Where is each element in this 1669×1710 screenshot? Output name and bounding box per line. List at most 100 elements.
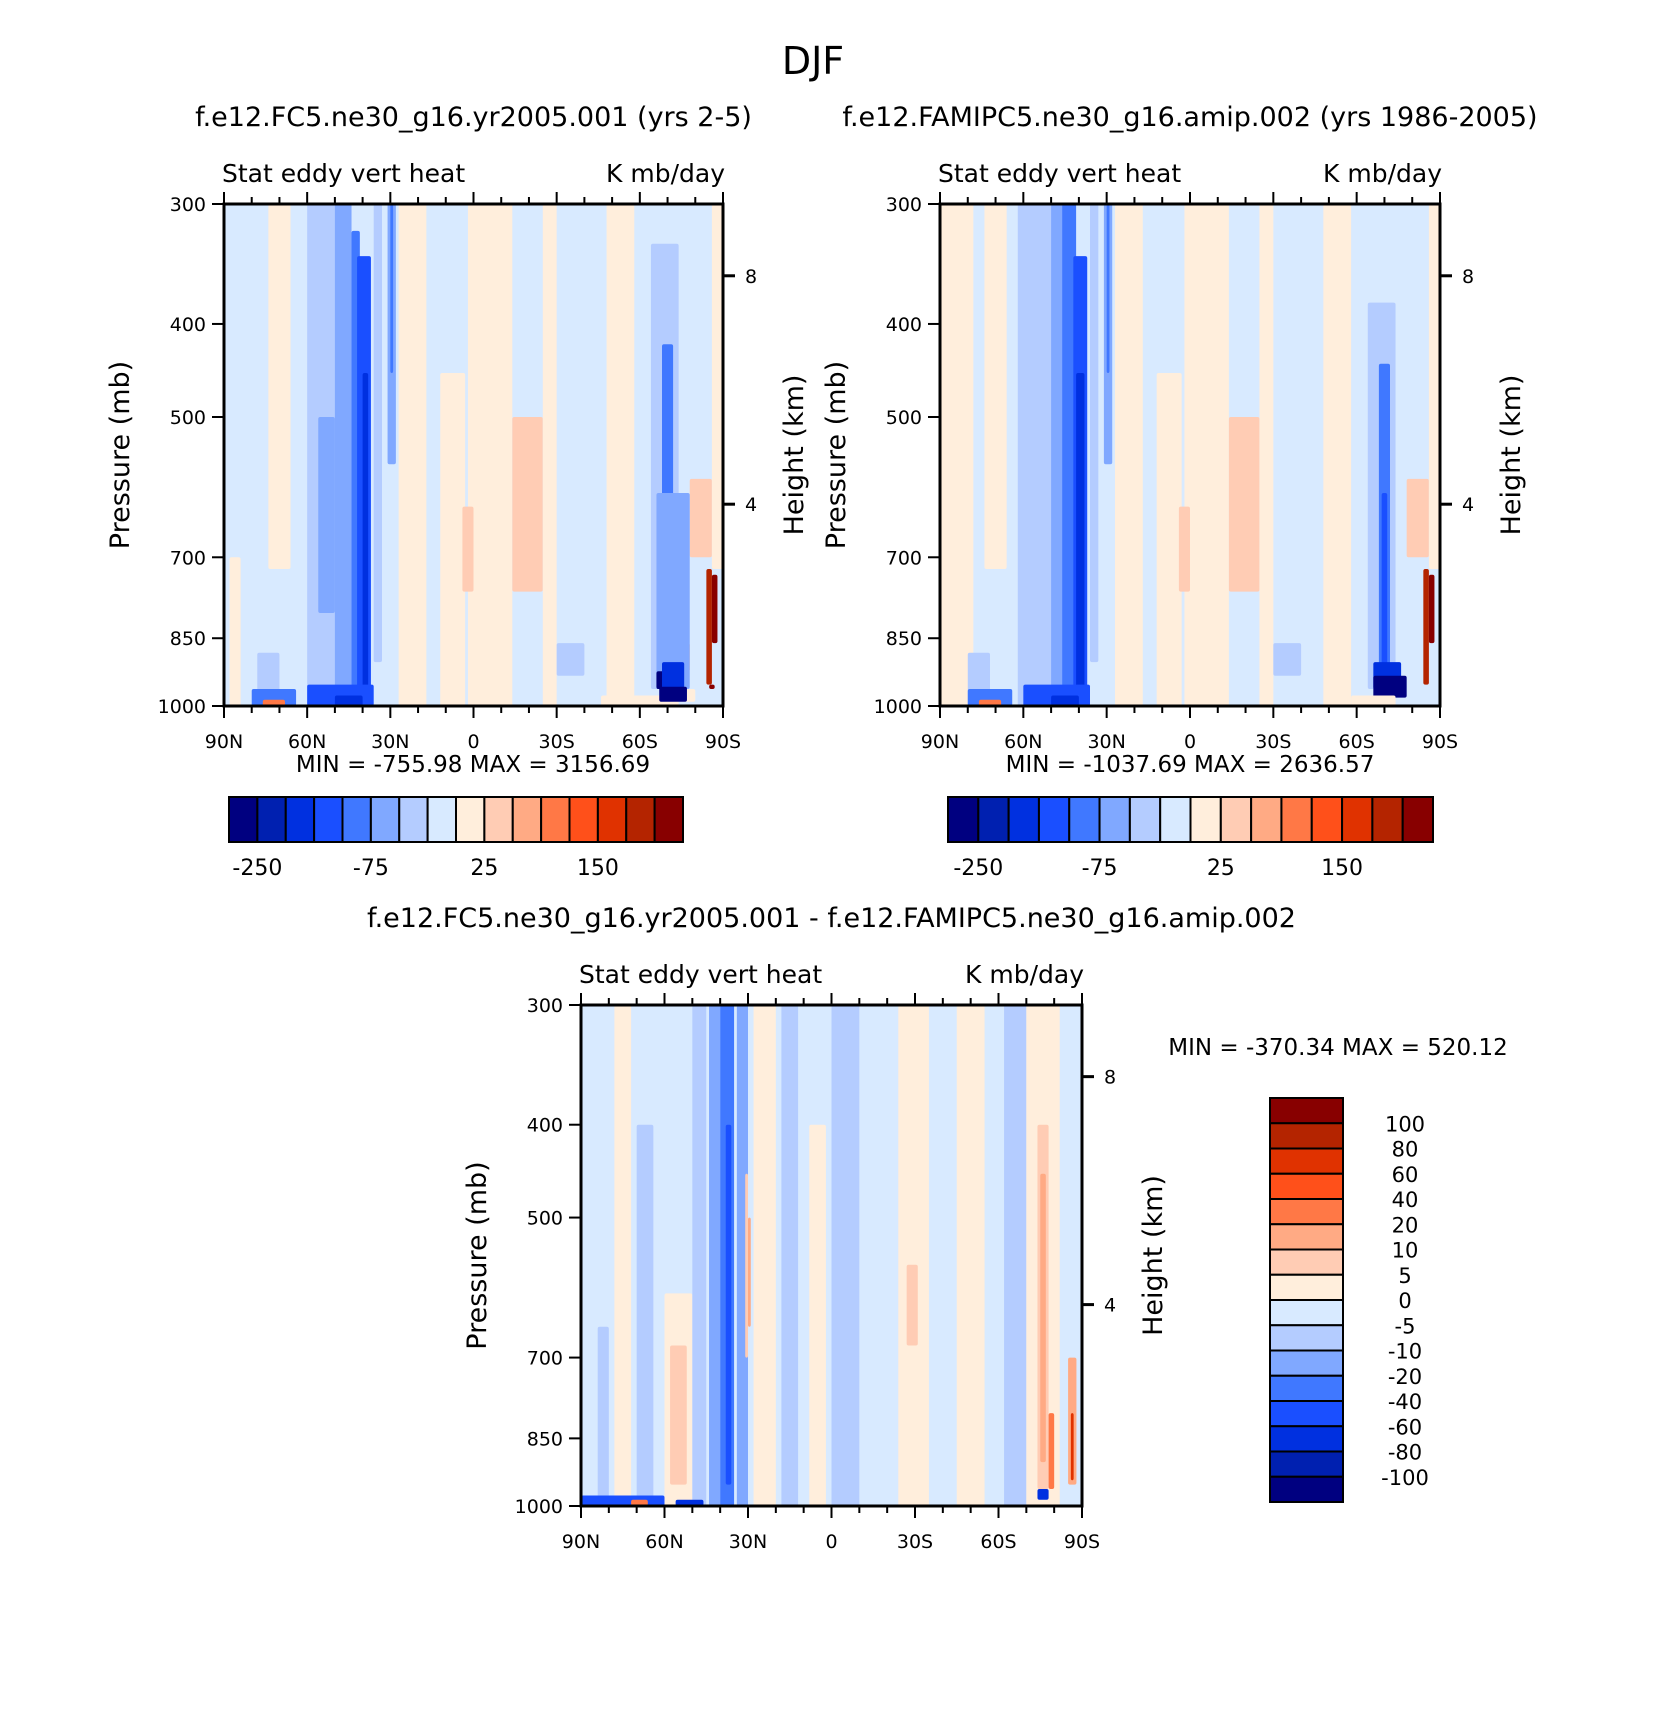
colorbar-box xyxy=(483,796,514,843)
x-tick-label: 0 xyxy=(467,731,479,753)
panel-title: f.e12.FC5.ne30_g16.yr2005.001 - f.e12.FA… xyxy=(367,903,1296,934)
colorbar-box xyxy=(1269,1425,1344,1453)
colorbar-box xyxy=(313,796,344,843)
x-tick-label: 60S xyxy=(980,1531,1016,1553)
colorbar-box xyxy=(1341,796,1374,843)
colorbar-label: -5 xyxy=(1395,1314,1416,1338)
y-tick-label: 700 xyxy=(527,1348,563,1370)
min-max-stats: MIN = -755.98 MAX = 3156.69 xyxy=(296,752,650,778)
contour-region xyxy=(956,1005,985,1506)
contour-region xyxy=(229,557,241,706)
colorbar-box xyxy=(596,796,628,843)
contour-region xyxy=(318,416,335,613)
y-tick-label: 300 xyxy=(170,194,206,216)
contour-region xyxy=(1423,569,1429,685)
contour-region xyxy=(1178,506,1190,592)
colorbar-box xyxy=(1269,1450,1344,1478)
contour-region xyxy=(268,204,291,570)
colorbar-label: 80 xyxy=(1392,1138,1419,1162)
panel-difference: f.e12.FC5.ne30_g16.yr2005.001 - f.e12.FA… xyxy=(367,903,1508,1553)
y-tick-label: 850 xyxy=(886,628,922,650)
colorbar-label: 25 xyxy=(1207,856,1235,881)
panel-obs: f.e12.FAMIPC5.ne30_g16.amip.002 (yrs 198… xyxy=(821,102,1538,881)
colorbar-box xyxy=(398,796,429,843)
contour-region xyxy=(614,1005,632,1506)
contour-region xyxy=(556,643,585,676)
y2-axis-label: Height (km) xyxy=(779,375,810,536)
x-tick-label: 30N xyxy=(729,1531,767,1553)
colorbar-label: 100 xyxy=(1385,1112,1425,1136)
colorbar-box xyxy=(1269,1273,1344,1301)
colorbar-label: -75 xyxy=(1082,856,1118,881)
contour-region xyxy=(692,1005,707,1506)
colorbar-box xyxy=(1159,796,1192,843)
colorbar-box xyxy=(1310,796,1344,843)
y-tick-label: 500 xyxy=(886,407,922,429)
colorbar-box xyxy=(1189,796,1222,843)
contour-region xyxy=(1090,204,1099,663)
colorbar-box xyxy=(1401,796,1434,843)
y-axis-label: Pressure (mb) xyxy=(105,361,136,549)
colorbar-box xyxy=(653,796,684,843)
subtitle-right: K mb/day xyxy=(606,159,725,188)
contour-region xyxy=(1051,695,1079,706)
x-tick-label: 90S xyxy=(705,731,741,753)
y-tick-label: 850 xyxy=(527,1428,563,1450)
x-tick-label: 30N xyxy=(1087,731,1125,753)
contour-region xyxy=(1381,493,1388,681)
x-tick-label: 60N xyxy=(288,731,326,753)
contour-region xyxy=(809,1124,826,1506)
y2-tick-label: 4 xyxy=(1462,494,1474,516)
colorbar-box xyxy=(1269,1172,1344,1200)
y2-tick-label: 4 xyxy=(745,494,757,516)
colorbar-label: 20 xyxy=(1392,1213,1419,1237)
colorbar-box xyxy=(1269,1299,1344,1327)
figure-title: DJF xyxy=(782,39,844,83)
subtitle-left: Stat eddy vert heat xyxy=(222,159,465,188)
contour-region xyxy=(1406,478,1429,558)
contour-region xyxy=(1351,695,1396,706)
contour-region xyxy=(1037,1489,1049,1500)
contour-region xyxy=(940,204,974,706)
contour-region xyxy=(675,1499,704,1506)
contour-region xyxy=(1184,204,1229,706)
y-tick-label: 500 xyxy=(527,1208,563,1230)
contour-region xyxy=(906,1264,918,1346)
contour-region xyxy=(1273,643,1302,676)
colorbar-box xyxy=(1280,796,1313,843)
contour-region xyxy=(1076,373,1085,706)
colorbar-box xyxy=(1269,1097,1344,1125)
x-tick-label: 30N xyxy=(371,731,409,753)
colorbar-label: 0 xyxy=(1398,1289,1411,1313)
y-tick-label: 400 xyxy=(886,314,922,336)
contour-region xyxy=(898,1005,929,1506)
contour-region xyxy=(725,1124,732,1485)
contour-region xyxy=(864,1005,893,1414)
x-tick-label: 60N xyxy=(1004,731,1042,753)
contour-region xyxy=(334,695,363,706)
colorbar-box xyxy=(369,796,401,843)
x-tick-label: 60S xyxy=(622,731,658,753)
contour-region xyxy=(745,1173,748,1358)
x-tick-label: 0 xyxy=(1184,731,1196,753)
contour-region xyxy=(984,204,1007,570)
contour-region xyxy=(1156,373,1182,706)
panel-model: f.e12.FC5.ne30_g16.yr2005.001 (yrs 2-5) S… xyxy=(105,102,810,881)
colorbar-box xyxy=(1037,796,1071,843)
colorbar-label: -20 xyxy=(1388,1365,1422,1389)
y2-axis-label: Height (km) xyxy=(1138,1175,1169,1336)
y2-tick-label: 8 xyxy=(745,266,757,288)
contour-region xyxy=(1259,204,1274,706)
contour-region xyxy=(581,1495,665,1506)
y-axis-label: Pressure (mb) xyxy=(821,361,852,549)
y-tick-label: 700 xyxy=(170,547,206,569)
colorbar-label: -80 xyxy=(1388,1441,1422,1465)
y-axis-label: Pressure (mb) xyxy=(462,1161,493,1349)
contour-region xyxy=(1040,1173,1046,1463)
contour-region xyxy=(978,699,1002,706)
panel-title: f.e12.FAMIPC5.ne30_g16.amip.002 (yrs 198… xyxy=(842,102,1537,133)
contour-region xyxy=(512,416,543,592)
contour-region xyxy=(1115,204,1143,706)
colorbar-box xyxy=(1098,796,1131,843)
